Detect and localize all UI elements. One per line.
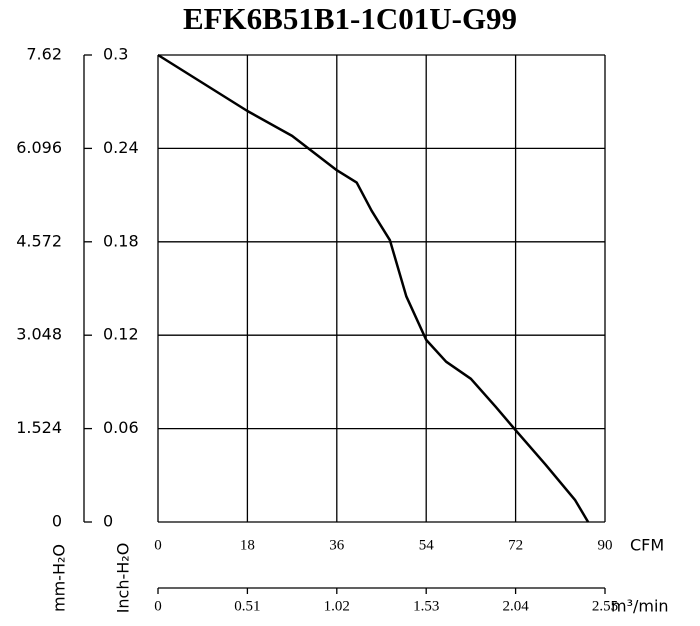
x-tick-label: 36 <box>329 537 345 553</box>
fan-curve <box>157 53 590 523</box>
x-tick-label: 0 <box>154 537 162 553</box>
y-tick-label: 0.12 <box>103 325 139 344</box>
y-axis-label: Inch-H₂O <box>114 543 133 614</box>
y-tick-label: 0.3 <box>103 45 128 64</box>
x2-tick-label: 1.02 <box>324 598 350 614</box>
x-tick-label: 18 <box>240 537 255 553</box>
x-tick-label: 54 <box>419 537 435 553</box>
x-tick-label: 90 <box>598 537 613 553</box>
y-tick-label: 0 <box>103 512 113 531</box>
x2-tick-label: 0.51 <box>234 598 260 614</box>
y2-tick-label: 3.048 <box>16 325 62 344</box>
y2-tick-label: 4.572 <box>16 231 62 250</box>
y-tick-label: 0.24 <box>103 138 139 157</box>
x2-tick-label: 0 <box>154 598 162 614</box>
x2-tick-label: 2.04 <box>502 598 529 614</box>
y-tick-label: 0.18 <box>103 231 139 250</box>
x-axis-label: CFM <box>630 536 664 555</box>
chart-title: EFK6B51B1-1C01U-G99 <box>183 1 517 36</box>
y-tick-label: 0.06 <box>103 418 139 437</box>
y2-tick-label: 1.524 <box>16 418 62 437</box>
y2-tick-label: 6.096 <box>16 138 62 157</box>
x2-tick-label: 1.53 <box>413 598 439 614</box>
y2-tick-label: 0 <box>52 512 62 531</box>
x2-tick-label: 2.55 <box>592 598 618 614</box>
x-tick-label: 72 <box>508 537 523 553</box>
y2-tick-label: 7.62 <box>26 45 62 64</box>
x2-axis-label: m³/min <box>611 597 669 616</box>
y2-axis-label: mm-H₂O <box>50 544 69 612</box>
